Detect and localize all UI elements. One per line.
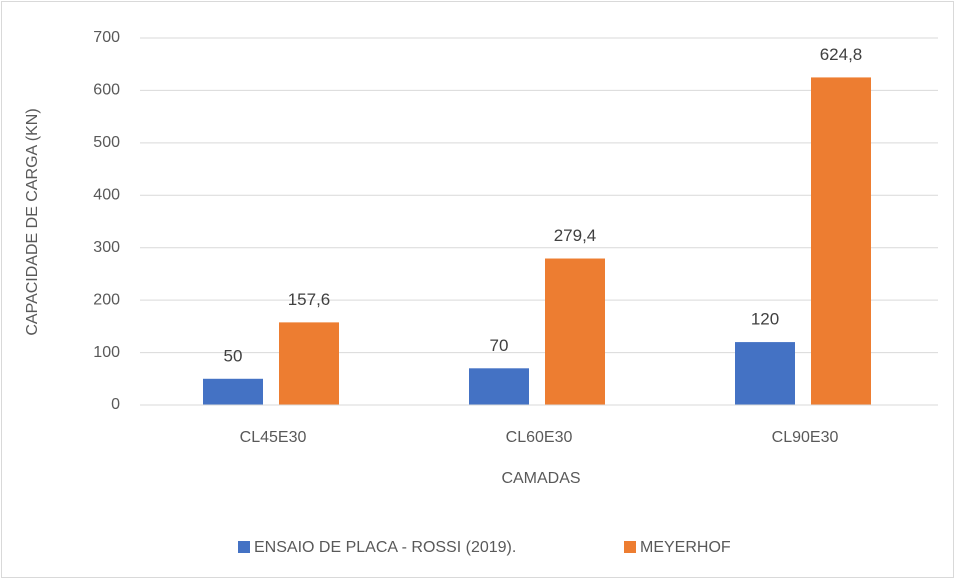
value-label: 70	[490, 336, 509, 355]
bar	[469, 368, 529, 405]
y-tick-label: 0	[111, 396, 120, 413]
bar	[279, 322, 339, 405]
value-label: 279,4	[554, 226, 597, 245]
value-label: 624,8	[820, 45, 863, 64]
x-tick-label: CL45E30	[240, 429, 307, 446]
value-label: 120	[751, 310, 779, 329]
value-label: 157,6	[288, 290, 331, 309]
y-tick-label: 700	[93, 29, 120, 46]
y-tick-label: 500	[93, 134, 120, 151]
y-tick-label: 400	[93, 187, 120, 204]
y-tick-label: 200	[93, 291, 120, 308]
legend-label: MEYERHOF	[640, 539, 731, 556]
bar	[811, 77, 871, 406]
x-axis-title: CAMADAS	[501, 470, 580, 487]
bar	[735, 342, 795, 405]
y-axis-title: CAPACIDADE DE CARGA (KN)	[24, 108, 41, 335]
bar	[545, 258, 605, 405]
x-tick-label: CL60E30	[506, 429, 573, 446]
x-tick-label: CL90E30	[772, 429, 839, 446]
legend-swatch	[624, 541, 636, 553]
value-label: 50	[224, 346, 243, 365]
legend-swatch	[238, 541, 250, 553]
y-tick-label: 100	[93, 344, 120, 361]
y-tick-label: 300	[93, 239, 120, 256]
bar	[203, 378, 263, 405]
legend-label: ENSAIO DE PLACA - ROSSI (2019).	[254, 539, 516, 556]
y-tick-label: 600	[93, 82, 120, 99]
